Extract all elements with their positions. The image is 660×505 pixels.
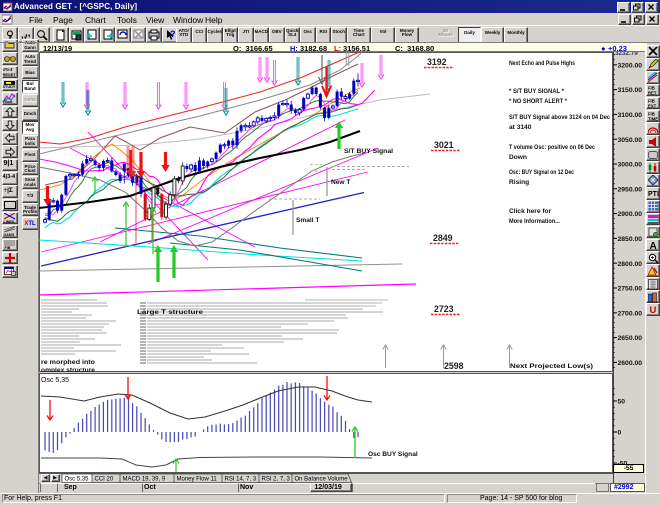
svg-text:* NO SHORT ALERT *: * NO SHORT ALERT *: [509, 98, 567, 105]
svg-text:Osc: BUY Signal on 12 Dec: Osc: BUY Signal on 12 Dec: [509, 169, 574, 176]
svg-text:3000.00: 3000.00: [618, 162, 643, 169]
svg-text:3192: 3192: [427, 57, 447, 67]
svg-text:omplex structure: omplex structure: [41, 367, 95, 372]
svg-text:* S/T BUY SIGNAL *: * S/T BUY SIGNAL *: [509, 88, 564, 95]
svg-text:Osc BUY Signal: Osc BUY Signal: [368, 451, 418, 458]
svg-text:2600.00: 2600.00: [618, 360, 643, 367]
svg-text:2700.00: 2700.00: [618, 310, 643, 317]
svg-text:,,: ,,: [21, 30, 27, 41]
svg-text:Large T structure: Large T structure: [137, 309, 203, 316]
svg-text:2598: 2598: [444, 361, 464, 371]
svg-text:re morphed into: re morphed into: [41, 359, 95, 366]
svg-text:3100.00: 3100.00: [618, 112, 643, 119]
svg-text:Down: Down: [509, 154, 527, 161]
svg-text:RET: RET: [648, 91, 657, 96]
svg-text:FIB: FIB: [648, 111, 655, 116]
svg-text:3050.00: 3050.00: [618, 137, 643, 144]
svg-text:FIB: FIB: [648, 86, 655, 91]
svg-text:2650.00: 2650.00: [618, 335, 643, 342]
svg-text:RSI 14, 7, 3: RSI 14, 7, 3: [225, 477, 257, 483]
svg-text:EXT: EXT: [648, 104, 657, 109]
svg-text:Small T: Small T: [296, 217, 319, 224]
svg-text:Rising: Rising: [509, 179, 529, 186]
svg-text:MACD 19, 39, 9: MACD 19, 39, 9: [123, 477, 166, 483]
svg-text:CCI 20: CCI 20: [95, 477, 114, 483]
svg-text:Osc 5,35: Osc 5,35: [41, 377, 69, 384]
svg-text:2950.00: 2950.00: [618, 186, 643, 193]
svg-text:2800.00: 2800.00: [618, 261, 643, 268]
svg-text:3021: 3021: [434, 140, 454, 150]
svg-text:?: ?: [170, 29, 176, 39]
svg-text:2850.00: 2850.00: [618, 236, 643, 243]
svg-text:On Balance Volume: On Balance Volume: [295, 477, 349, 483]
svg-text:,,: ,,: [25, 29, 31, 39]
svg-text:New T: New T: [331, 179, 350, 186]
svg-text:Osc 5,35: Osc 5,35: [65, 477, 90, 483]
svg-text:3232.79: 3232.79: [615, 52, 638, 57]
svg-text:Next Projected Low(s): Next Projected Low(s): [510, 363, 593, 370]
svg-text:50: 50: [618, 399, 626, 406]
svg-text:Click here for: Click here for: [509, 208, 552, 215]
svg-text:U: U: [650, 305, 657, 315]
svg-text:S/T BUY Signal above 3124 on 0: S/T BUY Signal above 3124 on 04 Dec: [509, 114, 610, 121]
svg-text:2750.00: 2750.00: [618, 286, 643, 293]
svg-text:PTI: PTI: [648, 191, 659, 198]
svg-text:RSI 2, 7, 3: RSI 2, 7, 3: [262, 477, 291, 483]
svg-text:S/T BUY Signal: S/T BUY Signal: [344, 148, 393, 155]
svg-text:0: 0: [618, 430, 622, 437]
svg-text:2723: 2723: [434, 304, 454, 314]
svg-text:2900.00: 2900.00: [618, 211, 643, 218]
svg-text:More Information...: More Information...: [509, 218, 560, 225]
svg-text:Money Flow 11: Money Flow 11: [177, 477, 218, 483]
svg-text:FIB: FIB: [648, 99, 655, 104]
svg-text:Next Echo and Pulse Highs: Next Echo and Pulse Highs: [509, 60, 575, 67]
svg-text:T volume Osc: positive on 06 D: T volume Osc: positive on 06 Dec: [509, 144, 595, 151]
svg-text:TIME: TIME: [648, 116, 658, 121]
svg-text:3200.00: 3200.00: [618, 62, 643, 69]
svg-text:2849: 2849: [433, 233, 453, 243]
svg-text:at 3140: at 3140: [509, 124, 532, 131]
svg-text:A: A: [650, 241, 657, 251]
svg-text:3150.00: 3150.00: [618, 87, 643, 94]
